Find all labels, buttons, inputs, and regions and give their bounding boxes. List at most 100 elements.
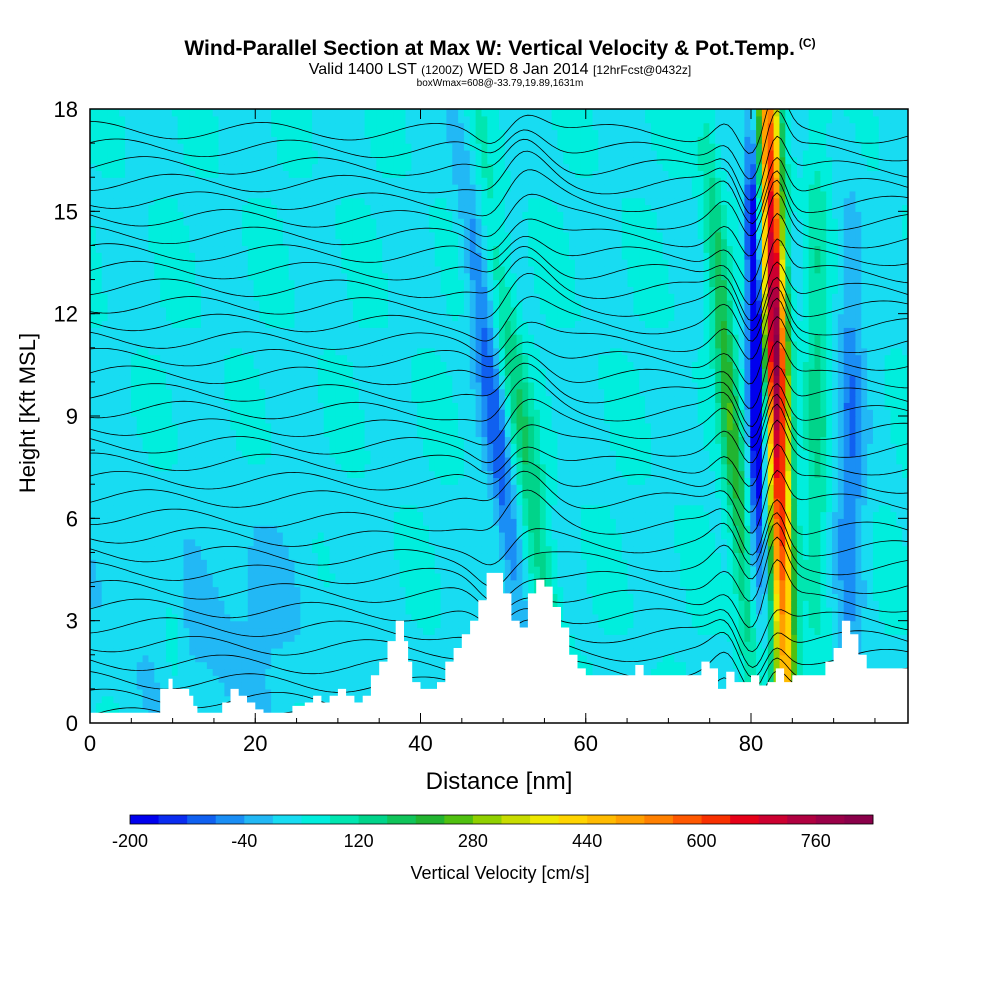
velocity-cell: [452, 552, 459, 560]
velocity-cell: [440, 484, 448, 492]
velocity-cell: [189, 545, 196, 554]
velocity-cell: [423, 525, 430, 533]
velocity-cell: [902, 552, 908, 560]
velocity-cell: [347, 675, 354, 683]
velocity-cell: [674, 668, 681, 676]
velocity-cell: [399, 491, 407, 499]
velocity-cell: [417, 518, 424, 526]
velocity-cell: [195, 572, 202, 581]
velocity-cell: [130, 545, 138, 554]
velocity-cell: [224, 538, 231, 547]
velocity-cell: [662, 634, 670, 642]
velocity-cell: [101, 484, 109, 492]
velocity-cell: [504, 504, 512, 513]
velocity-cell: [376, 525, 383, 533]
velocity-cell: [294, 641, 301, 649]
velocity-cell: [276, 634, 284, 642]
velocity-cell: [604, 641, 611, 649]
velocity-cell: [160, 586, 167, 594]
velocity-cell: [557, 552, 564, 560]
velocity-cell: [171, 641, 179, 649]
velocity-cell: [376, 613, 383, 622]
velocity-cell: [364, 593, 372, 601]
velocity-cell: [662, 641, 670, 649]
velocity-cell: [405, 627, 412, 635]
velocity-cell: [265, 593, 272, 601]
velocity-cell: [872, 518, 880, 526]
velocity-cell: [808, 484, 816, 492]
velocity-cell: [680, 531, 687, 540]
velocity-cell: [621, 518, 629, 526]
velocity-cell: [627, 654, 634, 663]
velocity-cell: [312, 477, 319, 485]
velocity-cell: [680, 525, 687, 533]
velocity-cell: [312, 600, 319, 608]
velocity-cell: [329, 566, 336, 574]
velocity-cell: [358, 627, 366, 635]
velocity-cell: [481, 566, 488, 574]
velocity-cell: [288, 661, 296, 670]
velocity-cell: [306, 559, 313, 567]
velocity-cell: [247, 572, 255, 581]
velocity-cell: [843, 518, 851, 526]
velocity-cell: [387, 552, 395, 560]
velocity-cell: [861, 566, 868, 574]
velocity-cell: [393, 593, 401, 601]
velocity-cell: [458, 572, 465, 581]
velocity-cell: [107, 491, 114, 499]
velocity-cell: [417, 531, 424, 540]
velocity-cell: [142, 702, 150, 710]
velocity-cell: [271, 600, 278, 608]
velocity-cell: [393, 484, 401, 492]
velocity-cell: [691, 586, 699, 594]
velocity-cell: [481, 504, 488, 513]
velocity-cell: [849, 620, 857, 629]
velocity-cell: [837, 600, 845, 608]
velocity-cell: [136, 668, 144, 676]
velocity-cell: [639, 518, 646, 526]
velocity-cell: [802, 620, 810, 629]
velocity-cell: [861, 586, 868, 594]
velocity-cell: [463, 504, 471, 513]
velocity-cell: [387, 613, 395, 622]
velocity-cell: [382, 497, 389, 506]
velocity-cell: [405, 613, 412, 622]
velocity-cell: [119, 511, 126, 519]
velocity-cell: [265, 586, 272, 594]
velocity-cell: [604, 566, 611, 574]
velocity-cell: [621, 525, 629, 533]
velocity-cell: [721, 586, 728, 594]
velocity-cell: [440, 641, 448, 649]
velocity-cell: [773, 518, 781, 526]
velocity-cell: [130, 641, 138, 649]
velocity-cell: [487, 511, 494, 519]
velocity-cell: [761, 600, 769, 608]
velocity-cell: [504, 525, 512, 533]
velocity-cell: [335, 497, 342, 506]
velocity-cell: [347, 545, 354, 554]
velocity-cell: [884, 531, 892, 540]
velocity-cell: [493, 484, 500, 492]
velocity-cell: [434, 661, 442, 670]
velocity-cell: [95, 552, 103, 560]
velocity-cell: [890, 518, 897, 526]
velocity-cell: [417, 477, 424, 485]
velocity-cell: [458, 559, 465, 567]
velocity-cell: [136, 491, 144, 499]
velocity-cell: [265, 504, 272, 513]
velocity-cell: [878, 545, 886, 554]
box-info: boxWmax=608@-33.79,19.89,1631m: [416, 78, 584, 89]
velocity-cell: [592, 620, 599, 629]
velocity-cell: [522, 579, 529, 588]
velocity-cell: [884, 518, 892, 526]
velocity-cell: [656, 484, 664, 492]
velocity-cell: [586, 613, 594, 622]
velocity-cell: [236, 675, 243, 683]
velocity-cell: [446, 497, 453, 506]
velocity-cell: [113, 702, 120, 710]
velocity-cell: [878, 613, 886, 622]
velocity-cell: [265, 545, 272, 554]
velocity-cell: [773, 613, 781, 622]
velocity-cell: [545, 545, 553, 554]
velocity-cell: [370, 613, 377, 622]
